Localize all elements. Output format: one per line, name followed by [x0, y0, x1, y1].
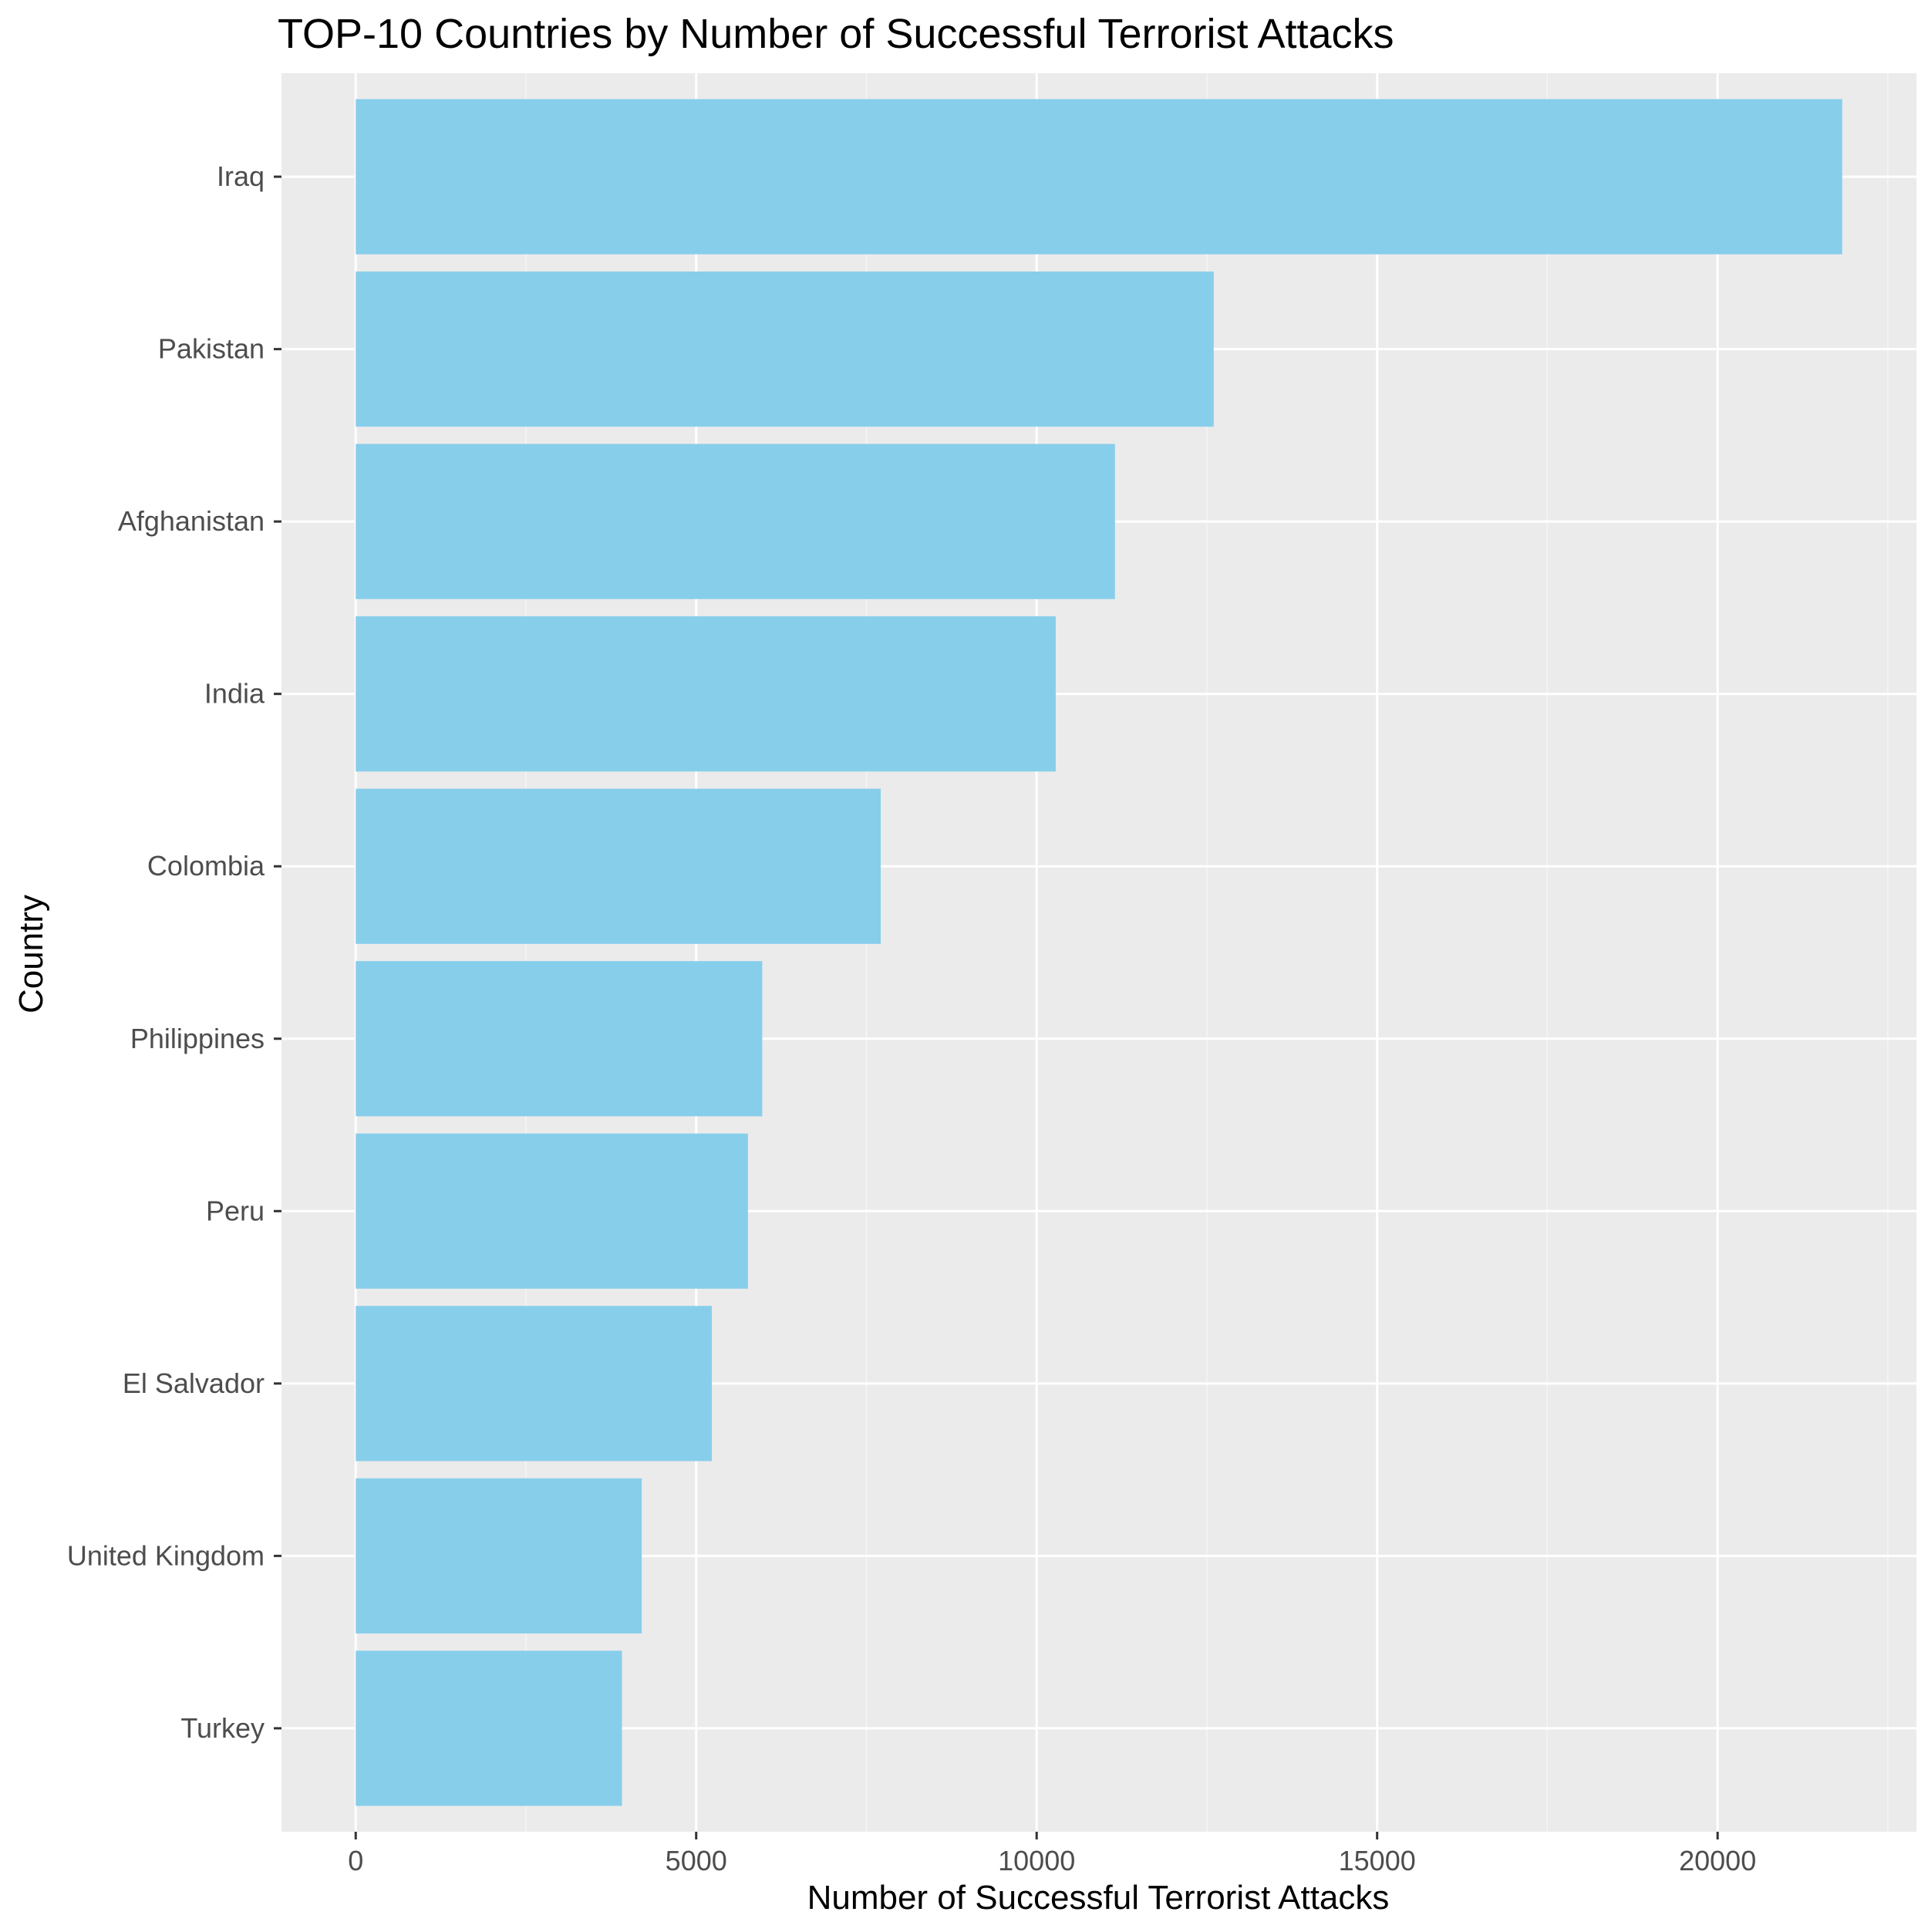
y-tick-label: Afghanistan [118, 505, 265, 537]
y-tick-label: Colombia [147, 850, 265, 882]
y-tick-label: Peru [206, 1195, 265, 1226]
x-axis-title: Number of Successful Terrorist Attacks [807, 1879, 1390, 1917]
bar-philippines [356, 961, 763, 1117]
y-axis: Iraq Pakistan Afghanistan India Colombia Phil… [67, 160, 281, 1744]
bar-afghanistan [356, 443, 1115, 599]
y-tick-label: India [204, 678, 265, 710]
bar-india [356, 616, 1056, 772]
x-axis: 0 5000 10000 15000 20000 [348, 1832, 1756, 1876]
bars [356, 99, 1842, 1806]
y-tick-label: El Salvador [123, 1367, 265, 1399]
bar-colombia [356, 788, 881, 944]
bar-el-salvador [356, 1306, 713, 1462]
chart-title: TOP-10 Countries by Number of Successful… [278, 11, 1394, 57]
y-tick-label: Turkey [180, 1712, 265, 1744]
y-tick-label: Iraq [217, 160, 265, 192]
x-tick-label: 0 [348, 1845, 363, 1876]
y-tick-label: Pakistan [158, 333, 265, 365]
y-tick-label: Philippines [130, 1023, 265, 1054]
bar-iraq [356, 99, 1842, 255]
y-tick-label: United Kingdom [67, 1539, 265, 1571]
x-tick-label: 15000 [1339, 1845, 1416, 1876]
x-tick-label: 10000 [998, 1845, 1075, 1876]
bar-turkey [356, 1650, 622, 1806]
x-tick-label: 20000 [1679, 1845, 1756, 1876]
x-tick-label: 5000 [666, 1845, 727, 1876]
bar-pakistan [356, 271, 1214, 427]
y-axis-title: Country [12, 895, 50, 1013]
bar-united-kingdom [356, 1478, 642, 1634]
bar-peru [356, 1133, 748, 1289]
